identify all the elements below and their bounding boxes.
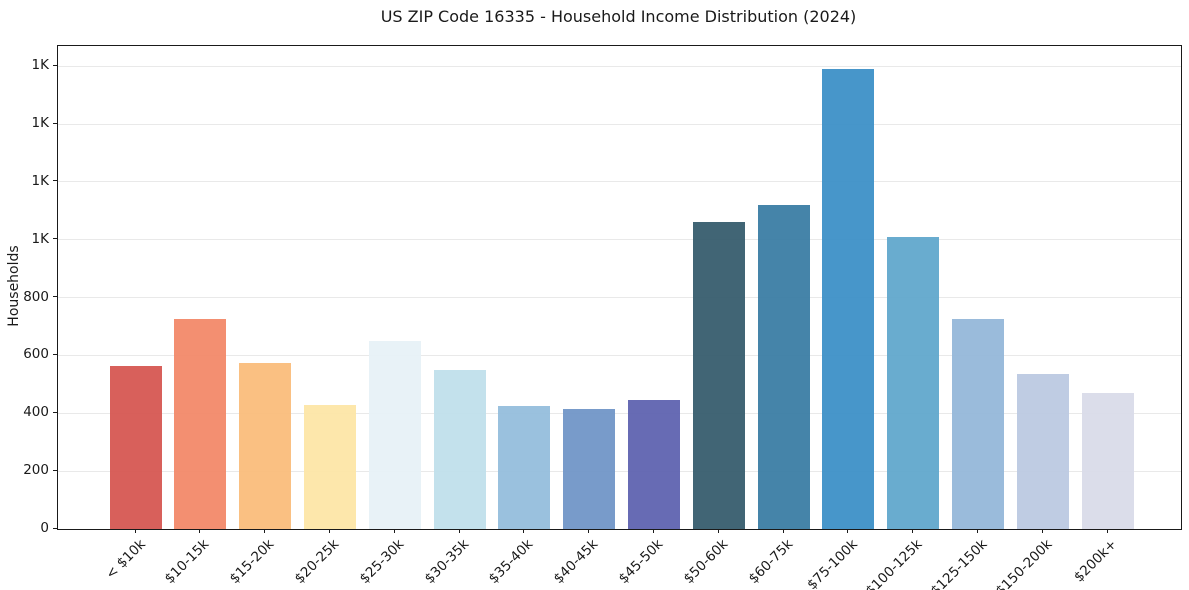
- x-tick-mark: [1106, 529, 1108, 533]
- x-tick-mark: [847, 529, 849, 533]
- x-tick-label: $125-150k: [927, 536, 991, 590]
- chart-title: US ZIP Code 16335 - Household Income Dis…: [380, 7, 857, 26]
- bar: [692, 222, 745, 529]
- x-tick-mark: [264, 529, 266, 533]
- x-tick-label: $75-100k: [804, 536, 862, 590]
- x-tick-label: $100-125k: [862, 536, 926, 590]
- bar: [433, 369, 486, 529]
- y-tick-label: 800: [23, 288, 49, 305]
- y-tick-mark: [53, 238, 57, 240]
- bar: [628, 400, 680, 529]
- y-tick-label: 1K: [31, 230, 49, 247]
- bar: [304, 404, 356, 529]
- bar: [498, 406, 551, 529]
- x-tick-label: $10-15k: [161, 536, 213, 587]
- x-tick-label: < $10k: [102, 536, 149, 583]
- y-tick-mark: [53, 469, 57, 471]
- gridline: [58, 181, 1181, 183]
- y-tick-label: 0: [40, 520, 49, 536]
- gridline: [58, 354, 1181, 356]
- gridline: [58, 412, 1181, 414]
- gridline: [58, 65, 1181, 67]
- y-tick-mark: [53, 64, 57, 66]
- gridline: [58, 239, 1181, 241]
- y-tick-mark: [53, 122, 57, 124]
- x-tick-mark: [717, 529, 719, 533]
- bar: [1081, 393, 1134, 529]
- x-tick-mark: [393, 529, 395, 533]
- x-tick-label: $25-30k: [356, 536, 408, 587]
- x-tick-mark: [977, 529, 978, 533]
- y-tick-mark: [53, 296, 57, 298]
- x-tick-mark: [329, 529, 330, 533]
- bar: [757, 205, 810, 529]
- x-tick-label: $20-25k: [291, 536, 343, 587]
- x-tick-mark: [1041, 529, 1043, 533]
- x-tick-mark: [458, 529, 460, 533]
- y-tick-label: 200: [23, 462, 49, 479]
- y-tick-label: 600: [23, 346, 49, 363]
- x-tick-mark: [782, 529, 784, 533]
- x-tick-label: $15-20k: [226, 536, 278, 587]
- y-tick-mark: [53, 353, 57, 355]
- y-tick-label: 400: [23, 404, 49, 421]
- y-tick-label: 1K: [31, 57, 49, 74]
- gridline: [58, 123, 1181, 125]
- x-tick-mark: [912, 529, 914, 533]
- gridline: [58, 297, 1181, 299]
- y-tick-mark: [53, 180, 57, 182]
- y-axis-label: Households: [6, 245, 22, 327]
- bar: [174, 319, 227, 529]
- y-tick-label: 1K: [31, 172, 49, 189]
- y-tick-mark: [53, 527, 57, 529]
- x-tick-mark: [523, 529, 525, 533]
- x-tick-mark: [653, 529, 654, 533]
- x-tick-label: $60-75k: [745, 536, 796, 587]
- x-tick-label: $30-35k: [421, 536, 472, 587]
- x-tick-label: $35-40k: [485, 536, 537, 587]
- x-tick-label: $50-60k: [680, 536, 732, 587]
- bar: [109, 365, 162, 529]
- x-tick-label: $45-50k: [615, 536, 667, 587]
- x-tick-label: $200k+: [1070, 536, 1120, 586]
- bar: [952, 319, 1004, 529]
- x-tick-mark: [134, 529, 136, 533]
- x-tick-mark: [199, 529, 201, 533]
- x-tick-label: $40-45k: [550, 536, 602, 587]
- y-tick-mark: [53, 411, 57, 413]
- bar: [563, 409, 616, 529]
- bar: [822, 69, 875, 529]
- plot-area: [57, 45, 1182, 530]
- bar: [368, 341, 421, 529]
- bar: [239, 362, 292, 529]
- x-tick-mark: [588, 529, 590, 533]
- bar: [887, 236, 940, 529]
- bar: [1016, 374, 1069, 529]
- y-tick-label: 1K: [31, 115, 49, 132]
- x-tick-label: $150-200k: [992, 536, 1056, 590]
- gridline: [58, 470, 1181, 472]
